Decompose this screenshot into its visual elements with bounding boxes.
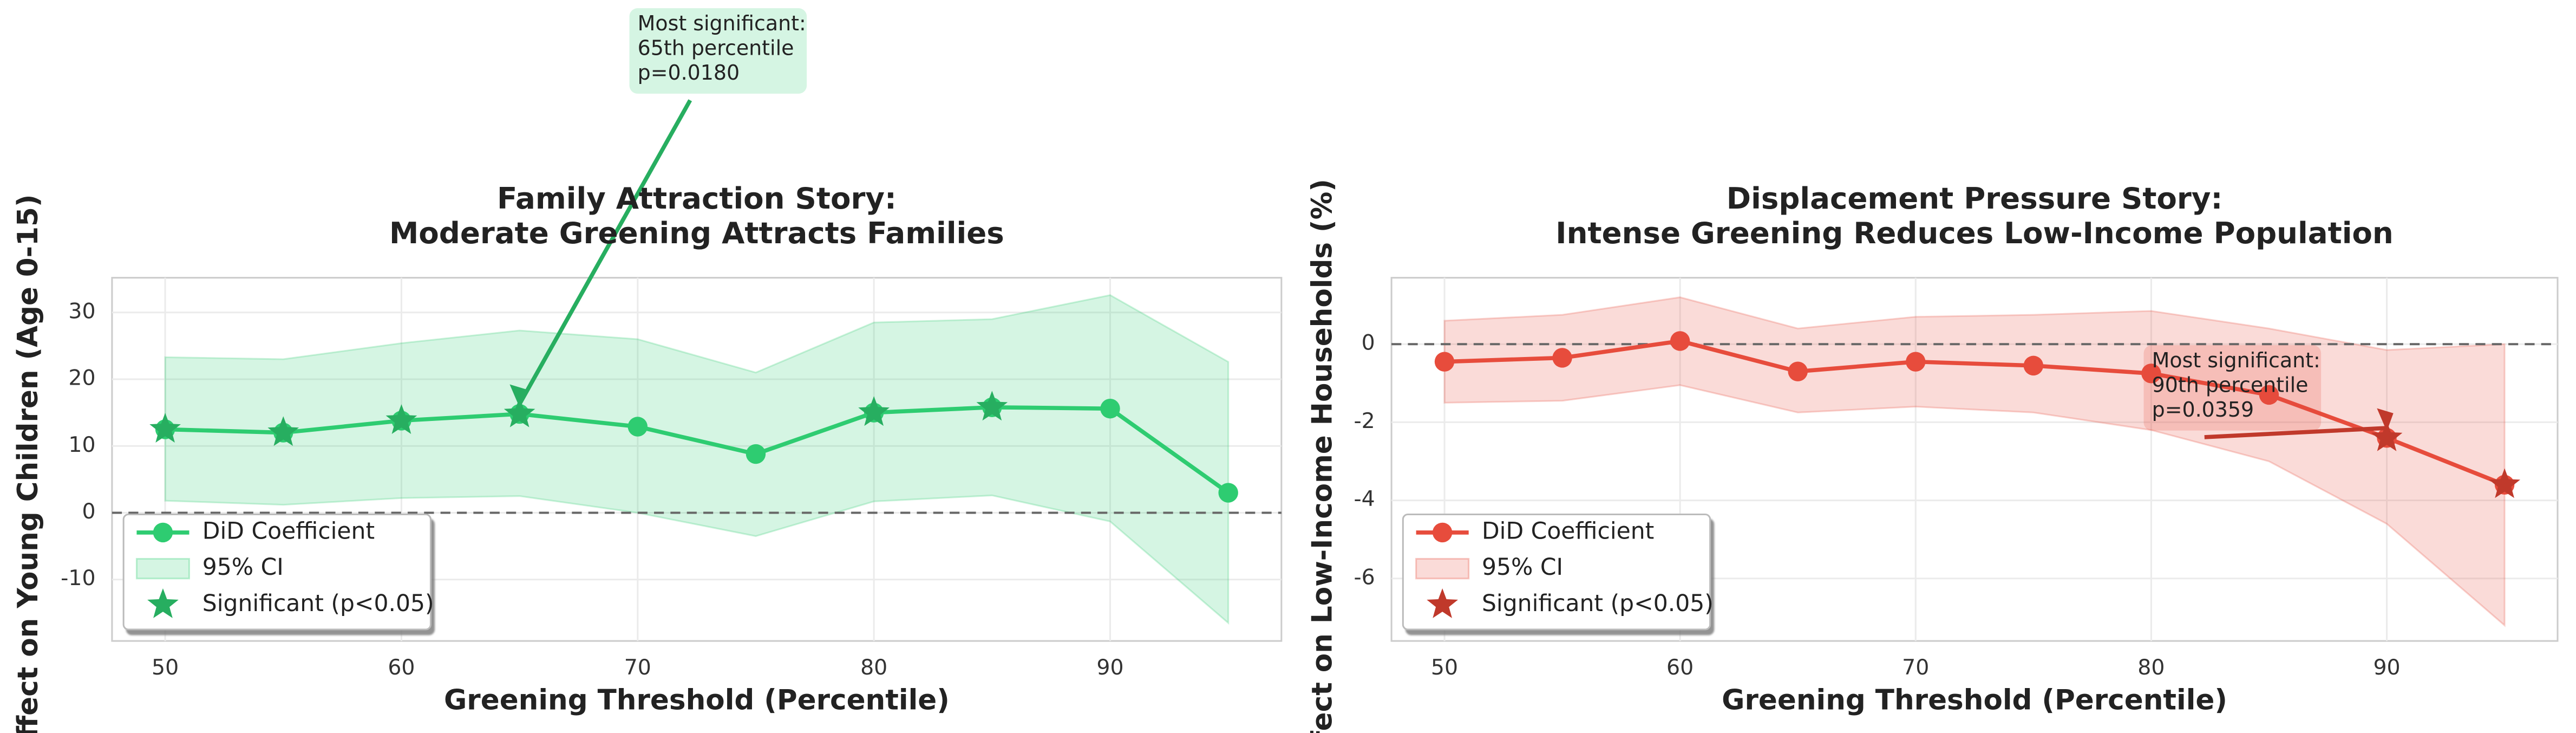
legend-box — [1402, 514, 1711, 631]
x-axis-label: Greening Threshold (Percentile) — [444, 684, 950, 716]
ci-band — [1443, 296, 2506, 627]
annotation-arrow — [518, 99, 692, 405]
annotation-text: p=0.0180 — [638, 61, 740, 85]
y-axis-label: Effect on Young Children (Age 0-15) — [12, 194, 44, 733]
legend-label: DiD Coefficient — [202, 518, 375, 544]
x-tick-label: 60 — [1666, 655, 1694, 680]
chart-title: Intense Greening Reduces Low-Income Popu… — [1555, 216, 2393, 250]
coefficient-line — [165, 405, 1230, 495]
annotation-text: Most significant: — [638, 11, 806, 35]
legend-patch — [135, 557, 191, 580]
annotation-arrowhead — [2377, 408, 2394, 432]
legend-point — [1432, 522, 1453, 543]
x-tick-label: 90 — [1096, 655, 1123, 680]
chart-title: Family Attraction Story: — [497, 181, 897, 216]
x-tick-label: 70 — [1902, 655, 1929, 680]
legend-star — [1427, 588, 1459, 618]
legend-patch — [1415, 557, 1470, 580]
x-tick-label: 80 — [2137, 655, 2165, 680]
y-tick-label: -2 — [1354, 408, 1375, 433]
annotation-text: 65th percentile — [638, 36, 794, 60]
coefficient-point — [1434, 352, 1455, 372]
significant-marker — [2371, 421, 2403, 451]
x-tick-label: 50 — [1431, 655, 1458, 680]
legend-label: Significant (p<0.05) — [1482, 591, 1714, 617]
coefficient-point — [2259, 385, 2279, 405]
coefficient-point — [1552, 348, 1572, 368]
chart-title: Moderate Greening Attracts Families — [389, 216, 1004, 250]
coefficient-point — [1670, 331, 1690, 351]
y-tick-label: 10 — [68, 432, 95, 457]
annotation-arrowhead — [509, 384, 526, 407]
x-tick-label: 50 — [152, 655, 179, 680]
chart-title: Displacement Pressure Story: — [1727, 181, 2222, 216]
significant-marker — [976, 391, 1008, 421]
coefficient-point — [1218, 483, 1238, 503]
y-tick-label: 0 — [1362, 330, 1375, 355]
y-axis-label: Effect on Low-Income Households (%) — [1306, 179, 1339, 733]
coefficient-point — [1906, 352, 1926, 372]
legend-label: DiD Coefficient — [1482, 518, 1654, 544]
significant-marker — [504, 397, 535, 427]
y-tick-label: -6 — [1354, 565, 1375, 589]
legend-label: 95% CI — [202, 554, 284, 581]
x-tick-label: 90 — [2373, 655, 2400, 680]
significant-marker — [149, 413, 181, 443]
significant-marker — [267, 416, 299, 446]
coefficient-point — [1100, 399, 1120, 419]
annotation-box — [629, 8, 807, 94]
x-tick-label: 80 — [860, 655, 887, 680]
x-axis-label: Greening Threshold (Percentile) — [1722, 684, 2227, 716]
annotation-box — [2143, 345, 2322, 431]
legend-star — [147, 588, 179, 618]
coefficient-line — [1444, 339, 2506, 487]
y-tick-label: -10 — [61, 566, 95, 591]
significant-marker — [858, 396, 890, 426]
legend-point — [153, 522, 173, 543]
y-tick-label: 20 — [68, 366, 95, 391]
coefficient-point — [746, 444, 766, 464]
x-tick-label: 60 — [388, 655, 415, 680]
annotation-text: p=0.0359 — [2152, 398, 2254, 421]
coefficient-point — [1788, 361, 1808, 381]
y-tick-label: -4 — [1354, 486, 1375, 511]
coefficient-point — [2023, 355, 2044, 376]
significant-marker — [2489, 468, 2520, 498]
annotation-arrow — [2204, 426, 2387, 439]
legend-label: 95% CI — [1482, 554, 1563, 581]
y-tick-label: 0 — [82, 499, 95, 524]
annotation-text: 90th percentile — [2152, 373, 2309, 397]
coefficient-point — [627, 417, 648, 437]
legend-label: Significant (p<0.05) — [202, 591, 434, 617]
annotation-text: Most significant: — [2152, 348, 2320, 372]
legend-box — [122, 514, 431, 631]
x-tick-label: 70 — [624, 655, 651, 680]
y-tick-label: 30 — [68, 299, 95, 323]
coefficient-point — [2141, 364, 2161, 384]
significant-marker — [385, 404, 417, 434]
